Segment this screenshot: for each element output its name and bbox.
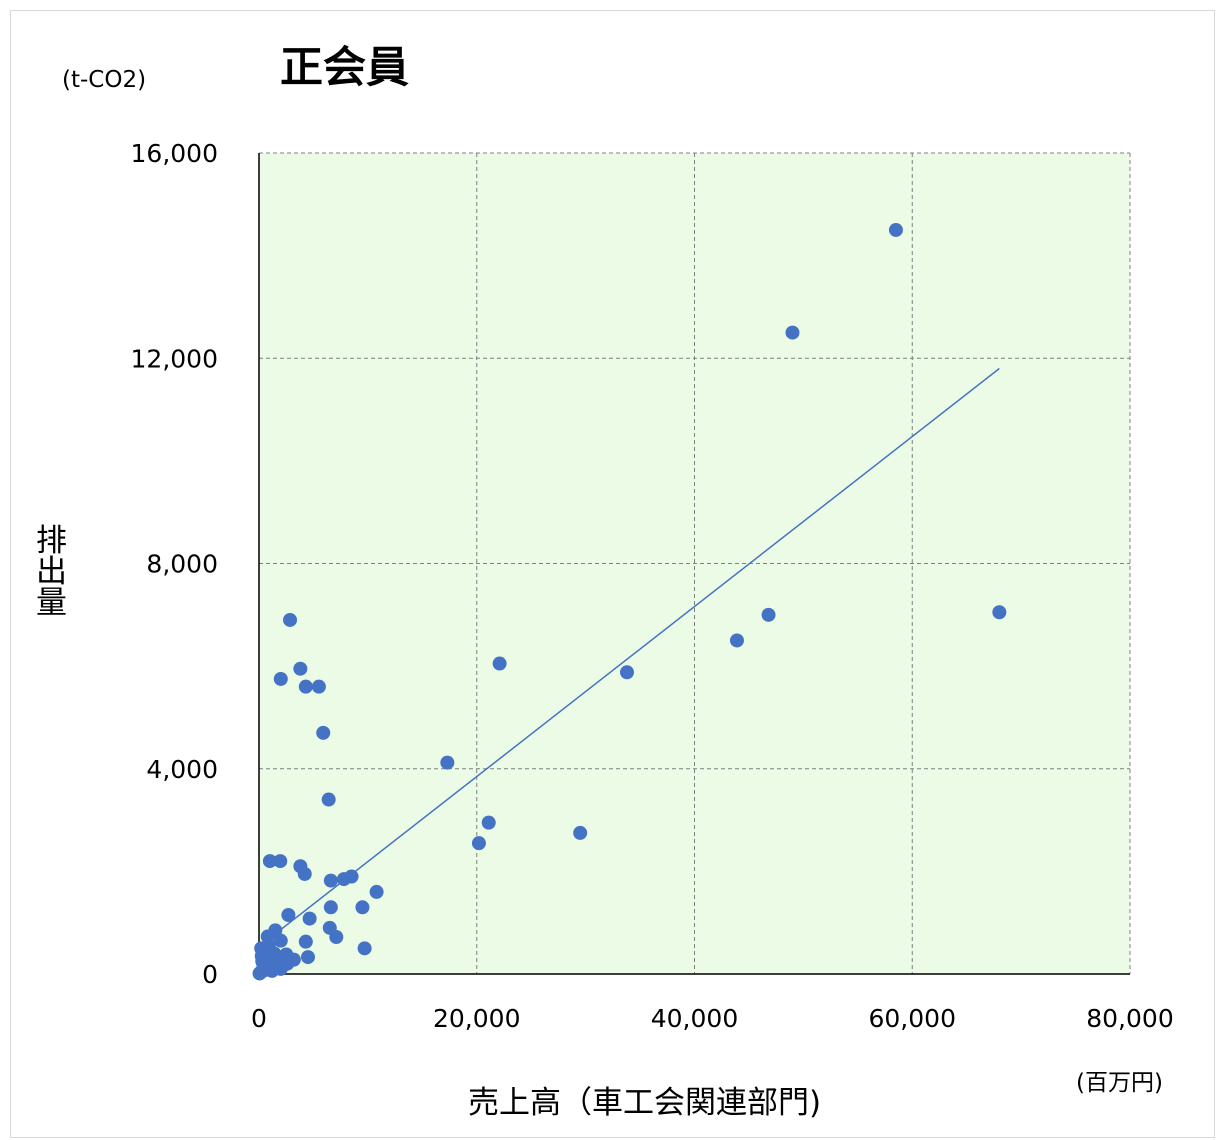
data-point bbox=[481, 815, 496, 830]
data-point bbox=[471, 836, 486, 851]
data-point bbox=[785, 325, 800, 340]
x-tick-label: 20,000 bbox=[433, 1004, 520, 1033]
data-point bbox=[293, 661, 308, 676]
data-point bbox=[369, 884, 384, 899]
x-tick-label: 0 bbox=[251, 1004, 267, 1033]
data-point bbox=[298, 679, 313, 694]
x-tick-label: 40,000 bbox=[651, 1004, 738, 1033]
y-tick-label: 16,000 bbox=[131, 139, 218, 168]
data-point bbox=[492, 656, 507, 671]
data-point bbox=[279, 947, 294, 962]
data-point bbox=[729, 633, 744, 648]
data-point bbox=[888, 222, 903, 237]
data-point bbox=[316, 725, 331, 740]
data-point bbox=[619, 665, 634, 680]
y-axis-title: 排出量 bbox=[30, 524, 66, 617]
data-point bbox=[321, 792, 336, 807]
data-point bbox=[283, 612, 298, 627]
data-point bbox=[355, 900, 370, 915]
data-point bbox=[344, 869, 359, 884]
data-point bbox=[273, 933, 288, 948]
data-point bbox=[273, 961, 288, 976]
x-tick-label: 80,000 bbox=[1086, 1004, 1173, 1033]
chart-title: 正会員 bbox=[280, 43, 409, 93]
x-tick-label: 60,000 bbox=[869, 1004, 956, 1033]
data-point bbox=[323, 873, 338, 888]
data-point bbox=[281, 907, 296, 922]
data-point bbox=[440, 755, 455, 770]
data-point bbox=[311, 679, 326, 694]
data-point bbox=[300, 950, 315, 965]
data-point bbox=[297, 866, 312, 881]
data-point bbox=[573, 825, 588, 840]
y-tick-label: 0 bbox=[202, 960, 218, 989]
data-point bbox=[761, 607, 776, 622]
data-point bbox=[273, 671, 288, 686]
data-point bbox=[302, 911, 317, 926]
data-point bbox=[992, 605, 1007, 620]
data-point bbox=[262, 854, 277, 869]
data-point bbox=[323, 900, 338, 915]
data-point bbox=[357, 941, 372, 956]
plot-area: 0 4,000 8,000 12,000 16,000 0 20,000 40,000 60,0… bbox=[131, 139, 1174, 1033]
y-tick-label: 4,000 bbox=[146, 755, 218, 784]
data-point bbox=[273, 854, 288, 869]
y-unit-label: (t-CO2) bbox=[62, 67, 146, 93]
y-tick-label: 12,000 bbox=[131, 344, 218, 373]
y-tick-label: 8,000 bbox=[146, 550, 218, 579]
trendline bbox=[262, 367, 1000, 944]
x-axis-title: 売上高（車工会関連部門) bbox=[468, 1085, 821, 1121]
data-point bbox=[298, 934, 313, 949]
x-unit-label: (百万円) bbox=[1076, 1070, 1163, 1096]
chart-frame bbox=[10, 10, 1215, 1138]
data-point bbox=[329, 930, 344, 945]
